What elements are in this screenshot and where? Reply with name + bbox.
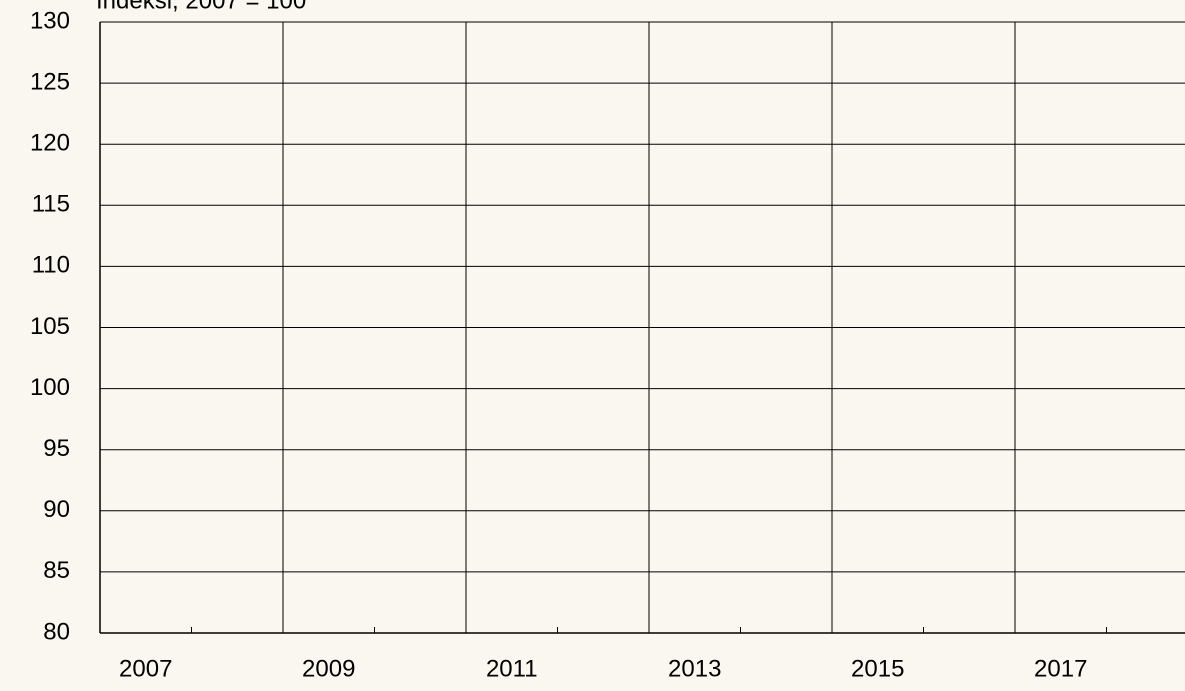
y-tick-label: 125 [30,68,70,95]
y-tick-label: 115 [32,191,70,218]
x-tick-label: 2017 [1034,655,1087,682]
y-tick-label: 80 [43,618,70,645]
x-tick-label: 2015 [851,655,904,682]
y-tick-label: 100 [30,374,70,401]
y-tick-label: 120 [30,130,70,157]
y-tick-label: 105 [30,313,70,340]
y-tick-label: 85 [43,557,70,584]
y-tick-label: 130 [30,7,70,34]
x-tick-label: 2007 [119,655,172,682]
x-tick-label: 2011 [486,655,538,682]
y-tick-label: 95 [43,435,70,462]
x-tick-label: 2009 [302,655,355,682]
chart-subtitle: Indeksi, 2007 = 100 [96,0,306,14]
y-tick-label: 90 [43,496,70,523]
x-tick-label: 2013 [668,655,721,682]
y-tick-label: 110 [32,252,70,279]
